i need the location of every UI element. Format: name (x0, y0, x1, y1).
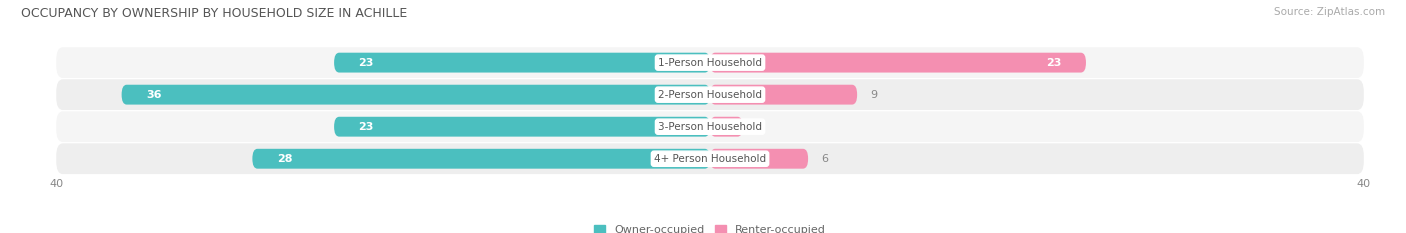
FancyBboxPatch shape (56, 79, 1364, 110)
Text: 28: 28 (277, 154, 292, 164)
FancyBboxPatch shape (335, 117, 710, 137)
Text: 23: 23 (1046, 58, 1062, 68)
FancyBboxPatch shape (710, 149, 808, 169)
Text: 4+ Person Household: 4+ Person Household (654, 154, 766, 164)
Text: 36: 36 (146, 90, 162, 100)
FancyBboxPatch shape (56, 111, 1364, 142)
Text: Source: ZipAtlas.com: Source: ZipAtlas.com (1274, 7, 1385, 17)
Text: 2: 2 (756, 122, 763, 132)
FancyBboxPatch shape (121, 85, 710, 105)
Legend: Owner-occupied, Renter-occupied: Owner-occupied, Renter-occupied (589, 220, 831, 233)
FancyBboxPatch shape (710, 117, 742, 137)
FancyBboxPatch shape (710, 85, 858, 105)
FancyBboxPatch shape (710, 53, 1085, 72)
Text: 2-Person Household: 2-Person Household (658, 90, 762, 100)
FancyBboxPatch shape (56, 47, 1364, 78)
Text: 23: 23 (359, 58, 374, 68)
Text: 1-Person Household: 1-Person Household (658, 58, 762, 68)
Text: 3-Person Household: 3-Person Household (658, 122, 762, 132)
Text: 23: 23 (359, 122, 374, 132)
Text: 6: 6 (821, 154, 828, 164)
Text: 9: 9 (870, 90, 877, 100)
Text: OCCUPANCY BY OWNERSHIP BY HOUSEHOLD SIZE IN ACHILLE: OCCUPANCY BY OWNERSHIP BY HOUSEHOLD SIZE… (21, 7, 408, 20)
FancyBboxPatch shape (335, 53, 710, 72)
FancyBboxPatch shape (56, 143, 1364, 174)
FancyBboxPatch shape (252, 149, 710, 169)
